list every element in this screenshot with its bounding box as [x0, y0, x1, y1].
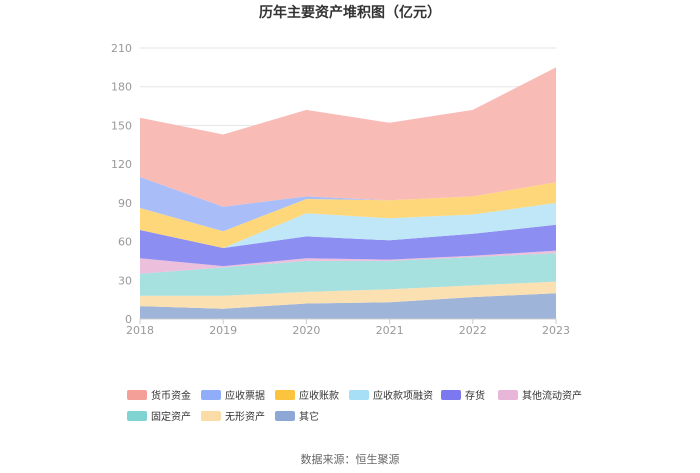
y-tick-label: 0 — [125, 313, 132, 326]
y-tick-label: 150 — [111, 119, 132, 132]
area-固定资产: 固定资产 — [140, 253, 556, 296]
axes: 0 30 60 90 120 150 180 210 2018 2019 2020 2021 2022 2… — [111, 42, 570, 337]
legend-label: 应收票据 — [225, 389, 265, 402]
legend-swatch — [127, 411, 147, 421]
area-存货: 存货 — [140, 224, 556, 267]
area-应收账款: 应收账款 — [140, 182, 556, 248]
legend-label: 应收账款 — [299, 389, 339, 402]
y-tick-label: 60 — [118, 236, 132, 249]
source-note: 数据来源：恒生聚源 — [301, 452, 400, 466]
legend-label: 固定资产 — [151, 410, 191, 423]
legend-swatch — [201, 411, 221, 421]
area-应收款项融资: 应收款项融资 — [140, 202, 556, 248]
x-tick-label: 2019 — [209, 324, 237, 337]
x-tick-label: 2022 — [459, 324, 487, 337]
legend-label: 存货 — [465, 389, 485, 402]
y-tick-label: 90 — [118, 197, 132, 210]
legend-swatch — [275, 390, 295, 400]
legend-swatch — [441, 390, 461, 400]
legend-label: 无形资产 — [225, 410, 265, 423]
legend-label: 其它 — [299, 410, 319, 423]
legend-label: 应收款项融资 — [373, 389, 433, 402]
area-其它: 其它 — [140, 293, 556, 319]
legend-swatch — [349, 390, 369, 400]
chart-title: 历年主要资产堆积图（亿元） — [259, 4, 441, 21]
legend-swatch — [275, 411, 295, 421]
x-tick-label: 2021 — [376, 324, 404, 337]
area-无形资产: 无形资产 — [140, 281, 556, 309]
y-tick-label: 210 — [111, 42, 132, 55]
x-tick-label: 2020 — [292, 324, 320, 337]
y-tick-label: 120 — [111, 158, 132, 171]
y-tick-label: 30 — [118, 274, 132, 287]
legend-label: 其他流动资产 — [522, 389, 582, 402]
legend-swatch — [498, 390, 518, 400]
legend-swatch — [127, 390, 147, 400]
x-tick-label: 2018 — [126, 324, 154, 337]
area-应收票据: 应收票据 — [140, 177, 556, 232]
legend-swatch — [201, 390, 221, 400]
y-tick-label: 180 — [111, 81, 132, 94]
legend-label: 货币资金 — [151, 389, 191, 402]
area-series: 其它无形资产固定资产其他流动资产存货应收款项融资应收账款应收票据货币资金 — [140, 67, 556, 319]
x-tick-label: 2023 — [542, 324, 570, 337]
area-货币资金: 货币资金 — [140, 67, 556, 207]
